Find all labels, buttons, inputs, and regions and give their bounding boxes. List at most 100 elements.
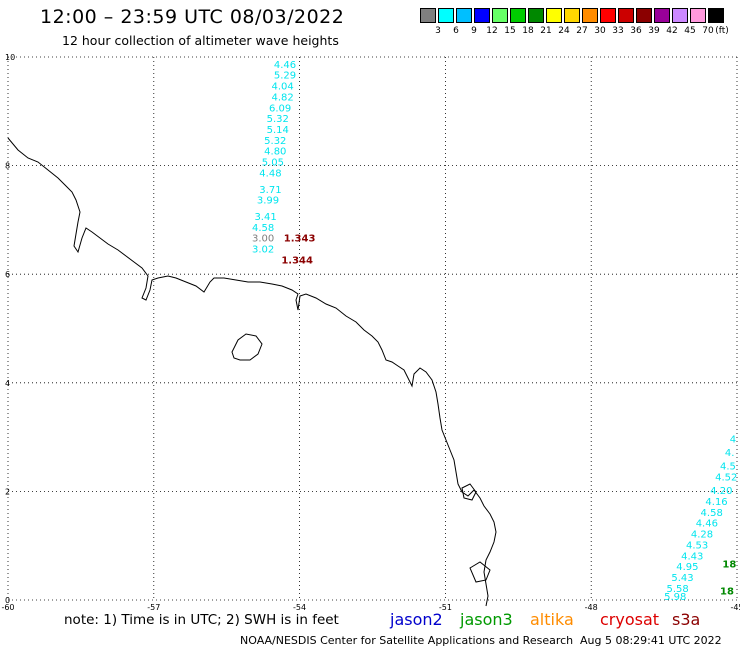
legend-swatch xyxy=(672,8,688,23)
wave-height-value: 6.09 xyxy=(269,103,291,114)
legend-label: 3 xyxy=(435,26,441,36)
wave-height-value: 5.58 xyxy=(667,584,689,595)
legend-label: 27 xyxy=(576,26,588,36)
wave-height-value: 5.32 xyxy=(264,136,286,147)
legend-label: 70 xyxy=(702,26,714,36)
legend-swatch xyxy=(618,8,634,23)
altimeter-tracks: 4.465.294.044.826.095.325.145.324.805.05… xyxy=(252,60,737,603)
satellite-jason3: jason3 xyxy=(460,610,513,629)
legend-swatch xyxy=(600,8,616,23)
wave-height-value: 4.95 xyxy=(676,562,698,573)
legend-swatch xyxy=(474,8,490,23)
lat-lon-grid xyxy=(7,56,738,601)
wave-height-value: 3.41 xyxy=(254,212,276,223)
wave-height-value: 4 xyxy=(730,435,736,446)
wave-height-value: 18 xyxy=(722,559,736,570)
satellite-jason2: jason2 xyxy=(390,610,443,629)
wave-height-value: 4. xyxy=(725,448,735,459)
lat-tick-label: 2 xyxy=(5,487,10,496)
map-title: 12:00 – 23:59 UTC 08/03/2022 xyxy=(40,6,345,28)
map-subtitle: 12 hour collection of altimeter wave hei… xyxy=(62,33,339,48)
legend-label: 21 xyxy=(540,26,552,36)
wave-height-value: 3.02 xyxy=(252,244,274,255)
wave-height-value: 4.04 xyxy=(271,82,293,93)
lon-tick-label: -57 xyxy=(147,603,160,612)
wave-height-value: 4.52 xyxy=(715,473,737,484)
legend-swatch xyxy=(438,8,454,23)
wave-height-value: 4.43 xyxy=(681,551,703,562)
wave-height-value: 5.29 xyxy=(274,71,296,82)
wave-height-value: 3.00 xyxy=(252,234,274,245)
lon-tick-label: -60 xyxy=(1,603,14,612)
wave-height-value: 4.46 xyxy=(696,519,718,530)
legend-label: 12 xyxy=(486,26,498,36)
legend-label: 30 xyxy=(594,26,606,36)
lat-tick-label: 4 xyxy=(5,379,10,388)
axis-ticks: -60 -57 -54 -51 -48 -45 0 2 4 6 8 10 xyxy=(1,53,740,612)
legend-label: 6 xyxy=(453,26,459,36)
legend-swatch xyxy=(690,8,706,23)
lon-tick-label: -51 xyxy=(439,603,452,612)
legend-label: 45 xyxy=(684,26,696,36)
legend-swatch xyxy=(528,8,544,23)
legend-label: 33 xyxy=(612,26,624,36)
wave-height-value: 4.80 xyxy=(264,147,286,158)
legend-label: 42 xyxy=(666,26,678,36)
legend-swatch xyxy=(492,8,508,23)
legend-unit: (ft) xyxy=(715,26,729,36)
satellite-cryosat: cryosat xyxy=(600,610,660,629)
lon-tick-label: -45 xyxy=(730,603,740,612)
wave-height-value: 18 xyxy=(720,587,734,598)
legend-swatch xyxy=(546,8,562,23)
legend-label: 9 xyxy=(471,26,477,36)
wave-height-value: 4.82 xyxy=(271,92,293,103)
coastline xyxy=(7,137,497,607)
legend-label: 24 xyxy=(558,26,570,36)
lat-tick-label: 10 xyxy=(5,53,15,62)
wave-height-value: 4.5 xyxy=(720,462,736,473)
legend-swatch xyxy=(654,8,670,23)
satellite-altika: altika xyxy=(530,610,574,629)
wave-height-value: 5.98 xyxy=(664,592,686,603)
wave-height-value: 1.343 xyxy=(284,234,316,245)
legend-label: 18 xyxy=(522,26,534,36)
lat-tick-label: 0 xyxy=(5,596,10,605)
wave-height-value: 4.20 xyxy=(710,486,732,497)
footer-note: note: 1) Time is in UTC; 2) SWH is in fe… xyxy=(64,612,339,628)
legend-swatch xyxy=(420,8,436,23)
legend-label: 15 xyxy=(504,26,516,36)
lon-tick-label: -48 xyxy=(585,603,598,612)
legend-label: 39 xyxy=(648,26,660,36)
wave-height-value: 4.48 xyxy=(259,168,281,179)
legend-swatch xyxy=(510,8,526,23)
wave-height-value: 3.99 xyxy=(257,196,279,207)
south-america-coastline xyxy=(7,137,497,607)
lon-tick-label: -54 xyxy=(293,603,306,612)
wave-height-value: 1.344 xyxy=(281,255,313,266)
legend-swatch xyxy=(564,8,580,23)
lat-tick-label: 8 xyxy=(5,162,10,171)
legend-swatch xyxy=(582,8,598,23)
legend-swatch xyxy=(708,8,724,23)
wave-height-value: 5.05 xyxy=(262,158,284,169)
wave-height-value: 5.32 xyxy=(267,114,289,125)
delta-outline xyxy=(461,483,491,583)
legend-label: 36 xyxy=(630,26,642,36)
wave-height-value: 4.58 xyxy=(252,223,274,234)
wave-height-value: 4.53 xyxy=(686,540,708,551)
wave-height-value: 5.43 xyxy=(671,573,693,584)
wave-height-value: 4.46 xyxy=(274,60,296,71)
legend-swatch xyxy=(456,8,472,23)
wave-height-value: 4.16 xyxy=(705,497,727,508)
wave-height-value: 4.58 xyxy=(701,508,723,519)
wave-height-value: 3.71 xyxy=(259,185,281,196)
satellite-s3a: s3a xyxy=(672,610,701,629)
lat-tick-label: 6 xyxy=(5,270,10,279)
wave-height-value: 4.28 xyxy=(691,530,713,541)
credit-text: NOAA/NESDIS Center for Satellite Applica… xyxy=(240,634,574,647)
island-outline xyxy=(231,333,263,361)
generated-timestamp: Aug 5 08:29:41 UTC 2022 xyxy=(580,634,722,647)
wave-height-value: 5.14 xyxy=(267,125,289,136)
legend-swatch xyxy=(636,8,652,23)
